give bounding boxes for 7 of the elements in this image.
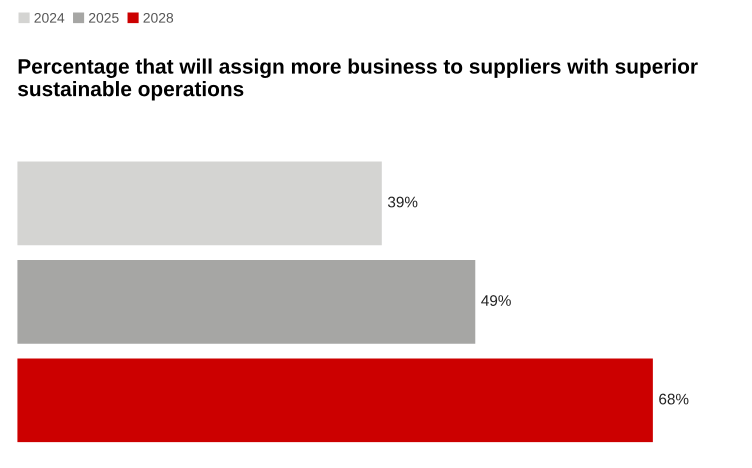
legend-label: 2024 bbox=[34, 12, 64, 23]
chart-title: Percentage that will assign more business to suppliers with superior sustainable operations bbox=[18, 58, 698, 100]
legend-label: 2028 bbox=[144, 12, 174, 23]
data-label: 68% bbox=[659, 394, 688, 404]
data-label: 49% bbox=[481, 295, 511, 306]
legend-label: 2025 bbox=[89, 12, 119, 23]
data-label: 39% bbox=[388, 196, 418, 208]
